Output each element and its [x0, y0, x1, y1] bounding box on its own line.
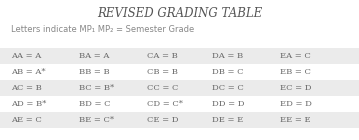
Text: EC = D: EC = D	[280, 84, 312, 92]
Text: DC = C: DC = C	[212, 84, 243, 92]
Text: BE = C*: BE = C*	[79, 116, 114, 124]
Text: CD = C*: CD = C*	[147, 100, 183, 108]
Text: ED = D: ED = D	[280, 100, 312, 108]
Text: AB = A*: AB = A*	[11, 68, 45, 76]
Text: EE = E: EE = E	[280, 116, 311, 124]
Text: BD = C: BD = C	[79, 100, 111, 108]
Text: EB = C: EB = C	[280, 68, 311, 76]
Text: DB = C: DB = C	[212, 68, 243, 76]
Text: CE = D: CE = D	[147, 116, 179, 124]
Text: BB = B: BB = B	[79, 68, 109, 76]
FancyBboxPatch shape	[0, 48, 359, 64]
Text: DD = D: DD = D	[212, 100, 244, 108]
Text: AC = B: AC = B	[11, 84, 42, 92]
Text: REVISED GRADING TABLE: REVISED GRADING TABLE	[97, 7, 262, 20]
Text: AD = B*: AD = B*	[11, 100, 46, 108]
FancyBboxPatch shape	[0, 112, 359, 129]
Text: DE = E: DE = E	[212, 116, 243, 124]
Text: EA = C: EA = C	[280, 52, 311, 60]
Text: AE = C: AE = C	[11, 116, 42, 124]
Text: BC = B*: BC = B*	[79, 84, 114, 92]
FancyBboxPatch shape	[0, 80, 359, 96]
Text: BA = A: BA = A	[79, 52, 109, 60]
Text: Letters indicate MP₁ MP₂ = Semester Grade: Letters indicate MP₁ MP₂ = Semester Grad…	[11, 25, 194, 34]
Text: CC = C: CC = C	[147, 84, 178, 92]
Text: AA = A: AA = A	[11, 52, 41, 60]
Text: DA = B: DA = B	[212, 52, 243, 60]
Text: CB = B: CB = B	[147, 68, 178, 76]
Text: CA = B: CA = B	[147, 52, 178, 60]
